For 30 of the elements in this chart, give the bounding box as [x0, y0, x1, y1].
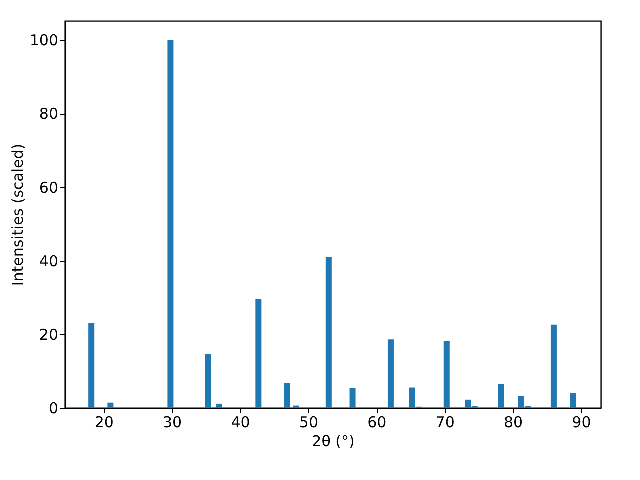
- x-tick-label: 70: [436, 414, 455, 432]
- x-tick-label: 60: [368, 414, 387, 432]
- x-tick-label: 80: [504, 414, 524, 432]
- bar: [570, 393, 576, 408]
- x-tick-label: 50: [299, 414, 318, 432]
- x-tick-label: 20: [94, 414, 114, 432]
- bar: [168, 40, 174, 408]
- x-tick-label: 30: [163, 414, 182, 432]
- bar: [216, 404, 222, 408]
- bar: [284, 383, 290, 408]
- bar: [498, 384, 504, 408]
- bar: [88, 323, 95, 408]
- y-tick-label: 40: [39, 252, 58, 270]
- bar: [205, 354, 212, 408]
- bar: [444, 341, 450, 408]
- bar: [550, 324, 557, 408]
- x-tick-label: 90: [572, 414, 592, 432]
- bar: [108, 402, 114, 408]
- y-tick-label: 20: [39, 326, 58, 344]
- y-tick-label: 80: [39, 105, 58, 124]
- bar: [326, 258, 332, 408]
- y-tick-label: 0: [48, 400, 58, 418]
- bar: [256, 299, 262, 408]
- x-tick-label: 40: [231, 414, 250, 432]
- y-tick-label: 60: [39, 178, 58, 197]
- y-axis-title: Intensities (scaled): [8, 144, 27, 286]
- bar: [388, 340, 394, 408]
- y-tick-label: 100: [30, 32, 58, 50]
- x-axis-title: 2θ (°): [312, 432, 355, 450]
- bar: [350, 388, 356, 408]
